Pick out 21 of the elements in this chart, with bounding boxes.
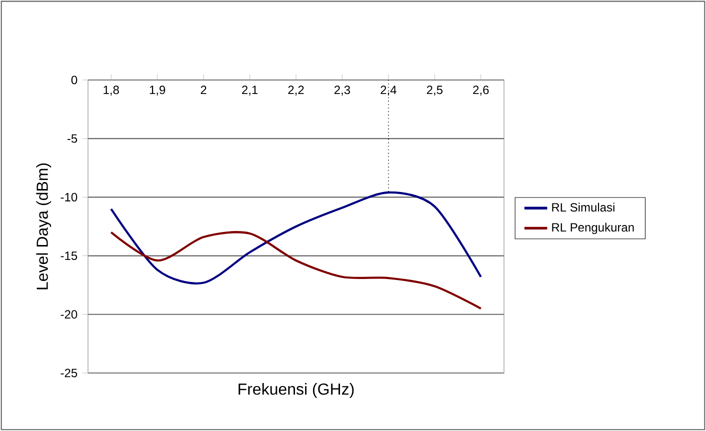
x-tick-label: 2 (200, 86, 206, 94)
y-axis-title: Level Daya (dBm) (36, 164, 52, 290)
line-series (110, 231, 482, 310)
y-tick-label: -10 (60, 192, 78, 202)
y-tick-label: -25 (60, 368, 78, 378)
line-series (110, 191, 482, 284)
x-tick-label: 1,8 (104, 86, 119, 96)
legend-label: RL Simulasi (552, 202, 614, 212)
x-tick-label: 2,3 (334, 86, 350, 96)
y-tick-label: -15 (60, 252, 78, 260)
x-tick-label: 1,9 (150, 86, 166, 96)
x-axis-title: Frekuensi (GHz) (238, 383, 354, 398)
y-tick-label: -20 (60, 310, 78, 319)
y-tick-label: -5 (67, 134, 78, 143)
x-tick-label: 2,2 (288, 86, 304, 96)
legend-label: RL Pengukuran (552, 222, 634, 234)
y-tick-label: 0 (71, 76, 78, 84)
x-tick-label: 2,5 (426, 86, 443, 96)
x-tick-label: 2,4 (380, 86, 396, 96)
x-tick-label: 2,6 (473, 86, 489, 96)
x-tick-label: 2,1 (242, 86, 258, 96)
